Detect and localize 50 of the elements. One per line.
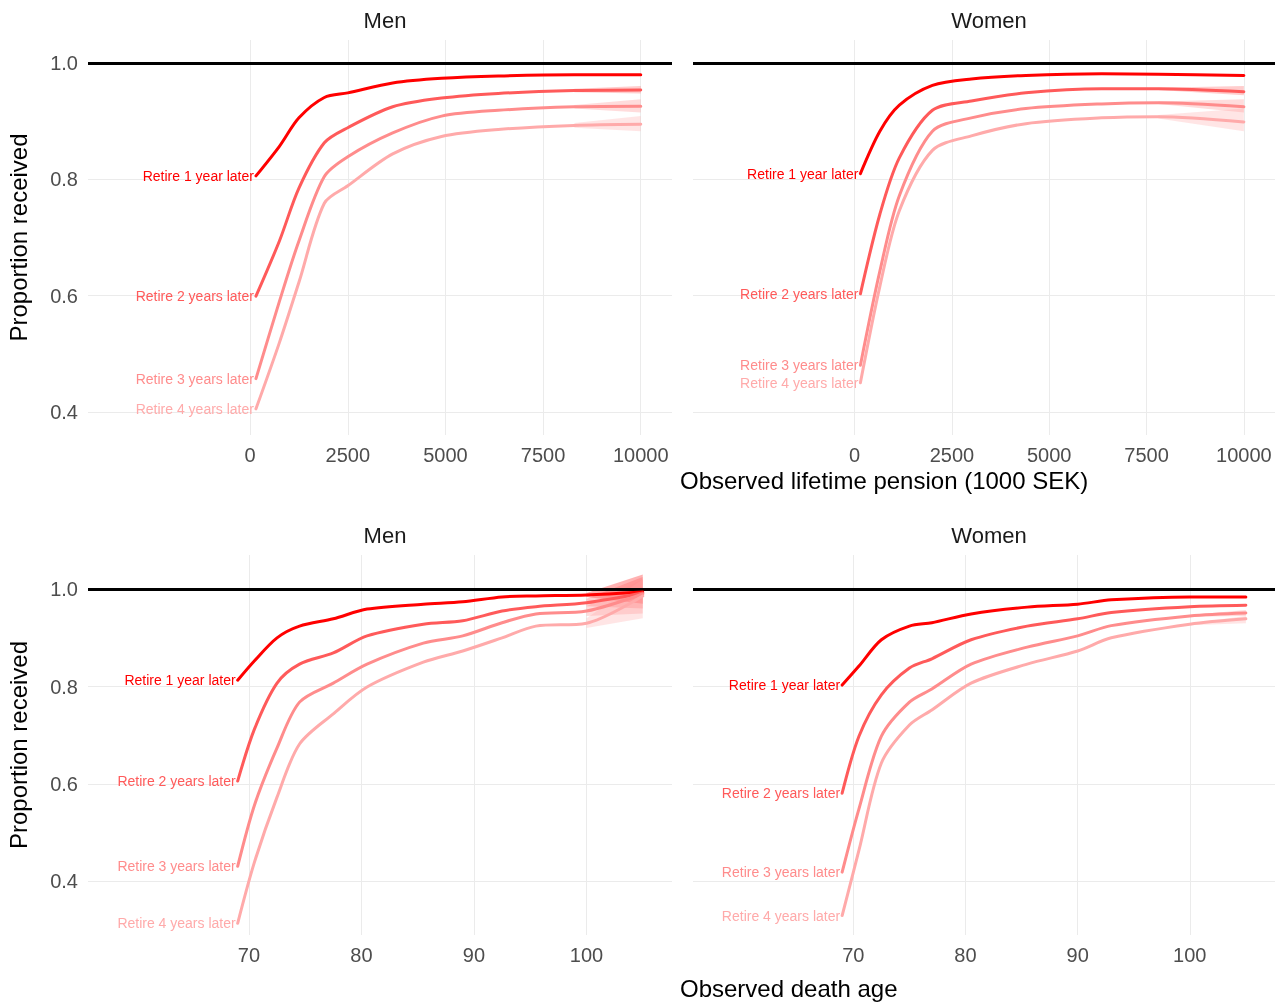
x-tick-label: 0 xyxy=(849,444,861,466)
x-tick-label: 5000 xyxy=(1026,444,1072,466)
x-tick-label: 7500 xyxy=(520,444,566,466)
chart-title: Women xyxy=(951,522,1027,548)
series-label: Retire 3 years later xyxy=(117,858,236,875)
series-label: Retire 3 years later xyxy=(721,864,841,881)
y-tick-label: 1.0 xyxy=(50,578,78,601)
series-label: Retire 1 year later xyxy=(747,165,859,182)
y-tick-label: 0.4 xyxy=(50,870,78,893)
series-label: Retire 4 years later xyxy=(721,907,841,924)
series-label: Retire 1 year later xyxy=(142,167,255,184)
series-label: Retire 2 years later xyxy=(135,288,255,305)
series-label: Retire 1 year later xyxy=(728,677,841,694)
x-tick-label: 2500 xyxy=(929,444,975,466)
chart-title: Men xyxy=(363,522,407,548)
y-tick-label: 0.4 xyxy=(50,400,78,423)
y-axis-title: Proportion received xyxy=(4,640,32,850)
x-tick-label: 10000 xyxy=(1216,444,1272,466)
x-tick-label: 90 xyxy=(462,944,486,966)
x-tick-label: 80 xyxy=(350,944,373,966)
series-label: Retire 2 years later xyxy=(740,285,859,302)
x-tick-label: 70 xyxy=(237,944,261,966)
y-tick-label: 0.8 xyxy=(50,675,78,698)
y-tick-label: 1.0 xyxy=(50,52,78,75)
x-tick-label: 90 xyxy=(1066,944,1089,966)
x-tick-label: 2500 xyxy=(325,444,371,466)
chart-title: Men xyxy=(363,7,407,33)
series-label: Retire 2 years later xyxy=(117,773,236,790)
x-tick-label: 70 xyxy=(842,944,865,966)
chart-title: Women xyxy=(951,7,1027,33)
x-tick-label: 5000 xyxy=(423,444,468,466)
series-label: Retire 3 years later xyxy=(135,370,255,387)
series-label: Retire 4 years later xyxy=(117,915,236,932)
x-tick-label: 10000 xyxy=(612,444,669,466)
y-tick-label: 0.8 xyxy=(50,168,78,191)
x-tick-label: 100 xyxy=(1173,944,1207,966)
x-tick-label: 7500 xyxy=(1124,444,1169,466)
x-tick-label: 100 xyxy=(569,944,604,966)
x-axis-title: Observed death age xyxy=(679,974,898,1002)
y-tick-label: 0.6 xyxy=(50,284,78,307)
series-label: Retire 4 years later xyxy=(740,374,859,391)
x-axis-title: Observed lifetime pension (1000 SEK) xyxy=(680,466,1089,494)
series-label: Retire 3 years later xyxy=(740,357,859,374)
x-tick-label: 80 xyxy=(954,944,977,966)
x-tick-label: 0 xyxy=(244,444,256,466)
y-tick-label: 0.6 xyxy=(50,772,78,795)
y-axis-title: Proportion received xyxy=(4,133,32,342)
series-label: Retire 2 years later xyxy=(721,785,841,802)
series-label: Retire 1 year later xyxy=(124,672,236,689)
series-label: Retire 4 years later xyxy=(135,400,255,417)
